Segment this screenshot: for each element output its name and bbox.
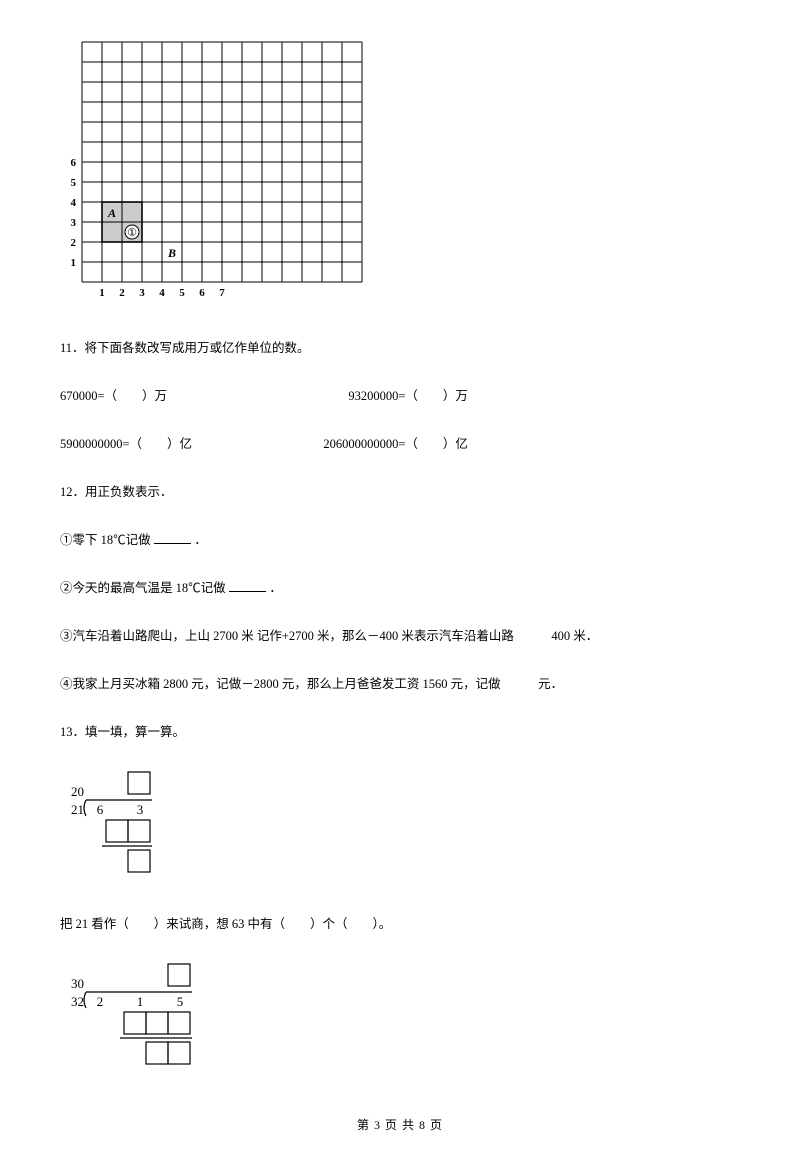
q11-row1: 670000=（ ）万 93200000=（ ）万 [60, 386, 740, 406]
svg-text:2: 2 [97, 994, 104, 1009]
svg-text:1: 1 [137, 994, 144, 1009]
division-1: 20 21 6 3 [60, 770, 740, 884]
q12-p1a: ①零下 18℃记做 [60, 533, 151, 547]
svg-text:3: 3 [137, 802, 144, 817]
svg-text:4: 4 [71, 197, 77, 209]
svg-text:20: 20 [71, 784, 84, 799]
svg-text:7: 7 [219, 287, 225, 299]
svg-text:B: B [167, 246, 176, 260]
division-2: 30 32 2 1 5 [60, 962, 740, 1076]
q13-intro: 13．填一填，算一算。 [60, 722, 740, 742]
q13-mid: 把 21 看作（ ）来试商，想 63 中有（ ）个（ ）。 [60, 914, 740, 934]
q12-p4: ④我家上月买冰箱 2800 元，记做－2800 元，那么上月爸爸发工资 1560… [60, 674, 740, 694]
svg-text:4: 4 [159, 287, 165, 299]
svg-text:6: 6 [199, 287, 205, 299]
q12-p1b: ． [194, 533, 207, 547]
svg-text:5: 5 [177, 994, 184, 1009]
division-2-svg: 30 32 2 1 5 [60, 962, 200, 1072]
svg-text:2: 2 [119, 287, 125, 299]
q11-d: 206000000000=（ ）亿 [323, 437, 468, 451]
svg-text:5: 5 [179, 287, 185, 299]
blank-line [154, 532, 192, 544]
page-footer: 第 3 页 共 8 页 [60, 1116, 740, 1133]
svg-text:①: ① [127, 227, 137, 239]
svg-text:3: 3 [139, 287, 145, 299]
svg-text:32: 32 [71, 994, 84, 1009]
q12-intro: 12．用正负数表示． [60, 482, 740, 502]
svg-text:21: 21 [71, 802, 84, 817]
q11-a: 670000=（ ）万 [60, 389, 167, 403]
q11-c: 5900000000=（ ）亿 [60, 437, 192, 451]
svg-text:1: 1 [99, 287, 105, 299]
grid-chart: 1 2 3 4 5 6 1 2 3 4 5 6 7 A B ① [60, 40, 740, 308]
q12-p1: ①零下 18℃记做 ． [60, 530, 740, 550]
svg-text:A: A [107, 206, 116, 220]
svg-text:2: 2 [71, 237, 77, 249]
svg-text:6: 6 [71, 157, 77, 169]
blank-line [229, 580, 267, 592]
q11-row2: 5900000000=（ ）亿 206000000000=（ ）亿 [60, 434, 740, 454]
q12-p2: ②今天的最高气温是 18℃记做 ． [60, 578, 740, 598]
grid-svg: 1 2 3 4 5 6 1 2 3 4 5 6 7 A B ① [60, 40, 364, 304]
q12-p2a: ②今天的最高气温是 18℃记做 [60, 581, 226, 595]
svg-text:30: 30 [71, 976, 84, 991]
q12-p3: ③汽车沿着山路爬山，上山 2700 米 记作+2700 米，那么－400 米表示… [60, 626, 740, 646]
svg-text:6: 6 [97, 802, 104, 817]
svg-text:3: 3 [71, 217, 77, 229]
svg-text:5: 5 [71, 177, 77, 189]
svg-text:1: 1 [71, 257, 77, 269]
q12-p2b: ． [269, 581, 282, 595]
division-1-svg: 20 21 6 3 [60, 770, 160, 880]
q11-b: 93200000=（ ）万 [348, 389, 468, 403]
q11-intro: 11．将下面各数改写成用万或亿作单位的数。 [60, 338, 740, 358]
